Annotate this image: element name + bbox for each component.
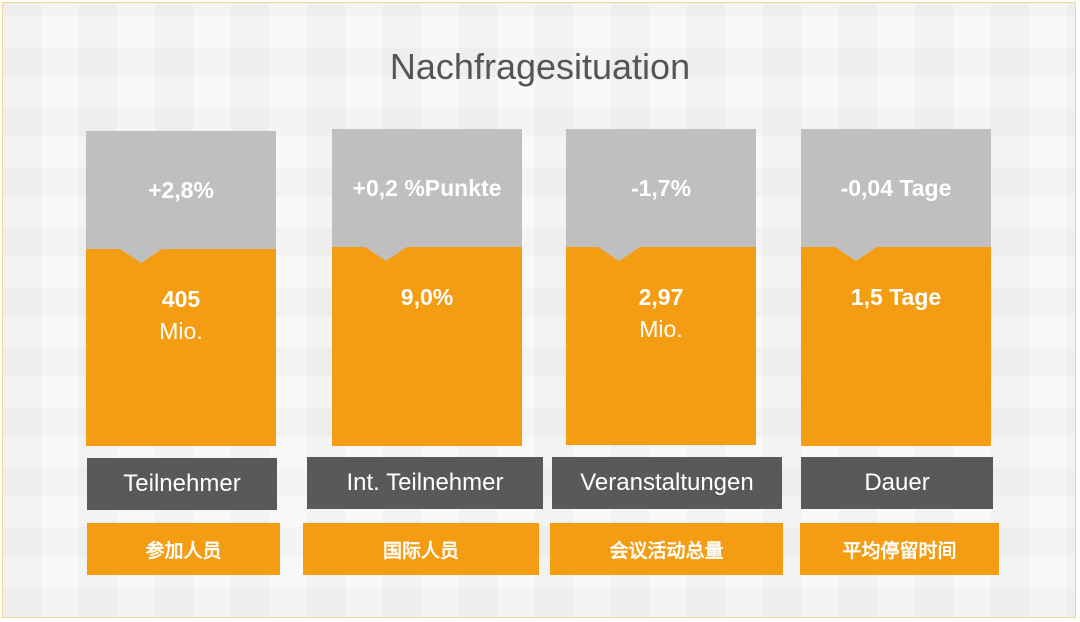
metric-number: 405 <box>161 286 201 312</box>
metric-number: 9,0% <box>400 284 454 310</box>
label-cn-dauer: 平均停留时间 <box>800 523 999 575</box>
change-value: +0,2 %Punkte <box>352 174 502 201</box>
pointer-arrow <box>365 247 407 261</box>
label-int-teilnehmer: Int. Teilnehmer <box>307 457 543 509</box>
label-cn-teilnehmer: 参加人员 <box>87 523 280 575</box>
change-value: -1,7% <box>630 174 692 201</box>
change-panel: +0,2 %Punkte <box>332 129 522 247</box>
value-panel: 9,0% <box>332 247 522 446</box>
slide-title: Nachfragesituation <box>389 46 691 87</box>
label-dauer: Dauer <box>801 457 993 509</box>
label-cn-veranstaltungen: 会议活动总量 <box>550 523 783 575</box>
metric-value: 405 Mio. <box>86 283 276 347</box>
metric-unit: Mio. <box>639 316 683 342</box>
metric-number: 2,97 <box>638 284 684 310</box>
change-panel: -1,7% <box>566 129 756 247</box>
label-teilnehmer: Teilnehmer <box>87 458 277 510</box>
value-panel: 2,97 Mio. <box>566 247 756 445</box>
metric-unit: Mio. <box>159 318 203 344</box>
pointer-arrow <box>835 247 877 261</box>
metric-card-dauer: -0,04 Tage 1,5 Tage <box>801 129 991 446</box>
label-veranstaltungen: Veranstaltungen <box>552 457 782 509</box>
metric-value: 2,97 Mio. <box>566 281 756 345</box>
metric-card-teilnehmer: +2,8% 405 Mio. <box>86 131 276 446</box>
metric-number: 1,5 Tage <box>850 284 942 310</box>
label-cn-int-teilnehmer: 国际人员 <box>303 523 539 575</box>
metric-card-int-teilnehmer: +0,2 %Punkte 9,0% <box>332 129 522 446</box>
metric-value: 9,0% <box>332 281 522 313</box>
change-panel: +2,8% <box>86 131 276 249</box>
value-panel: 405 Mio. <box>86 249 276 446</box>
change-value: +2,8% <box>148 176 214 203</box>
change-value: -0,04 Tage <box>840 174 952 201</box>
metric-card-veranstaltungen: -1,7% 2,97 Mio. <box>566 129 756 445</box>
pointer-arrow <box>120 249 162 263</box>
change-panel: -0,04 Tage <box>801 129 991 247</box>
metric-value: 1,5 Tage <box>801 281 991 313</box>
pointer-arrow <box>598 247 640 261</box>
value-panel: 1,5 Tage <box>801 247 991 446</box>
